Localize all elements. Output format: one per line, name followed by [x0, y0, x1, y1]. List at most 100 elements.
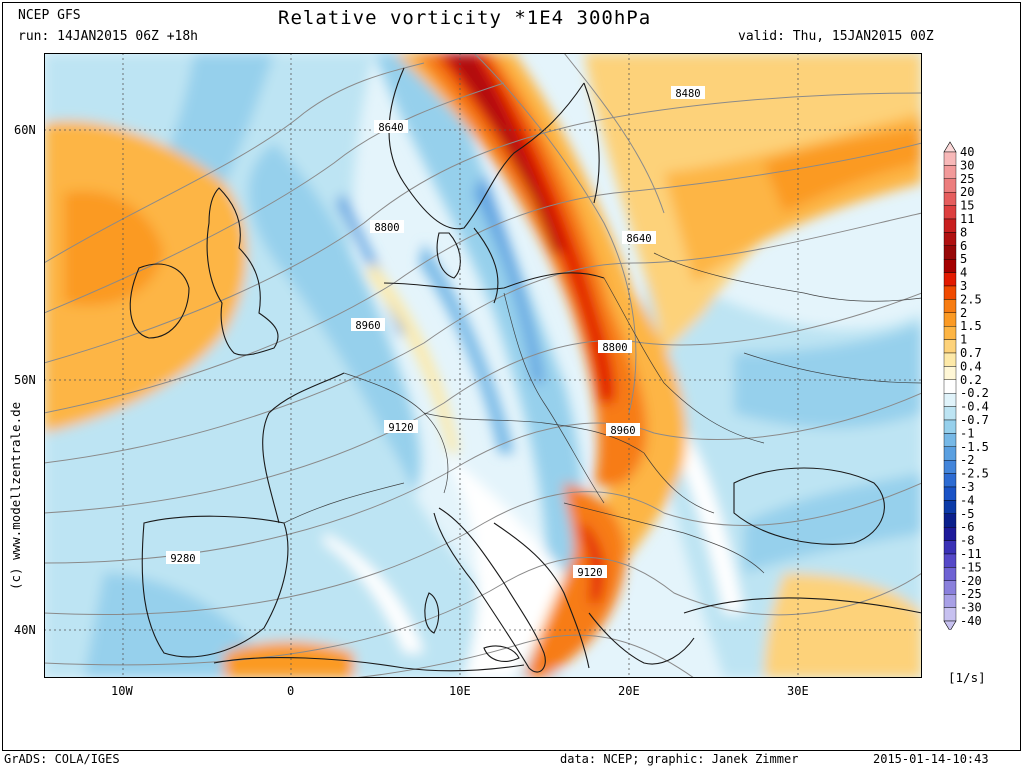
lon-label-10e: 10E — [449, 684, 471, 698]
colorbar-level-label: 11 — [960, 212, 974, 226]
colorbar-swatch — [943, 594, 957, 608]
colorbar-level-label: 25 — [960, 172, 974, 186]
colorbar-level-label: 3 — [960, 279, 967, 293]
valid-time: valid: Thu, 15JAN2015 00Z — [738, 29, 934, 44]
colorbar-level-label: 0.7 — [960, 346, 982, 360]
lat-label-60n: 60N — [14, 123, 36, 137]
colorbar-level-label: 20 — [960, 185, 974, 199]
colorbar-level-label: -1 — [960, 426, 974, 440]
colorbar-level-label: -15 — [960, 560, 982, 574]
colorbar-level-label: -4 — [960, 493, 974, 507]
lon-label-10w: 10W — [111, 684, 133, 698]
colorbar-swatch — [943, 460, 957, 474]
colorbar-level-label: 1.5 — [960, 319, 982, 333]
colorbar-swatch — [943, 192, 957, 206]
plot-frame — [2, 2, 1021, 751]
colorbar-swatch — [943, 406, 957, 421]
colorbar-level-label: 0.2 — [960, 373, 982, 387]
contour-label: 8640 — [378, 122, 403, 134]
graticule — [44, 53, 922, 678]
colorbar-level-label: 2.5 — [960, 292, 982, 306]
lat-label-50n: 50N — [14, 373, 36, 387]
lon-label-20e: 20E — [618, 684, 640, 698]
contour-label: 9120 — [577, 567, 602, 579]
colorbar-level-label: -6 — [960, 520, 974, 534]
contour-label: 9120 — [388, 422, 413, 434]
contour-label: 8960 — [610, 425, 635, 437]
colorbar-swatch — [943, 165, 957, 179]
colorbar-top-arrow — [943, 141, 957, 153]
legend-unit: [1/s] — [948, 670, 986, 685]
colorbar-swatch — [943, 205, 957, 220]
map-border — [44, 53, 922, 678]
colorbar-legend: 403025201511865432.521.510.70.40.2-0.2-0… — [943, 141, 989, 630]
contour-labels: 8480 8640 8800 8640 8960 8800 9120 8960 … — [166, 86, 705, 579]
colorbar-level-label: 6 — [960, 239, 967, 253]
colorbar-level-label: -20 — [960, 574, 982, 588]
colorbar-level-label: -3 — [960, 480, 974, 494]
lon-label-30e: 30E — [787, 684, 809, 698]
colorbar-swatch — [943, 553, 957, 568]
colorbar-swatch — [943, 178, 957, 193]
footer-credits: data: NCEP; graphic: Janek Zimmer — [560, 752, 799, 766]
colorbar-swatch — [943, 392, 957, 407]
colorbar-level-label: -11 — [960, 547, 982, 561]
colorbar-level-label: -0.2 — [960, 386, 989, 400]
colorbar-level-label: -1.5 — [960, 440, 989, 454]
colorbar-swatch — [943, 486, 957, 501]
colorbar-level-label: 2 — [960, 306, 967, 320]
coastlines — [129, 67, 922, 673]
contour-label: 8480 — [675, 88, 700, 100]
vorticity-map: 8480 8640 8800 8640 8960 8800 9120 8960 … — [44, 53, 922, 678]
chart-title: Relative vorticity *1E4 300hPa — [278, 7, 652, 29]
contour-label: 9280 — [170, 553, 195, 565]
watermark-text: (c) www.modellzentrale.de — [8, 401, 23, 590]
colorbar-swatch — [943, 258, 957, 273]
colorbar-swatch — [943, 473, 957, 488]
colorbar-level-label: 4 — [960, 266, 967, 280]
colorbar-level-label: -0.7 — [960, 413, 989, 427]
vorticity-field — [44, 53, 922, 678]
colorbar-swatch — [943, 312, 957, 327]
colorbar-level-label: 0.4 — [960, 359, 982, 373]
colorbar-swatch — [943, 607, 957, 622]
colorbar-level-label: -40 — [960, 614, 982, 628]
colorbar-level-label: -5 — [960, 507, 974, 521]
lon-label-0: 0 — [287, 684, 295, 698]
lat-label-40n: 40N — [14, 623, 36, 637]
colorbar-swatch — [943, 446, 957, 461]
colorbar-level-label: 40 — [960, 145, 974, 159]
country-borders — [283, 252, 922, 574]
colorbar-level-label: 15 — [960, 199, 974, 213]
colorbar-level-label: -0.4 — [960, 400, 989, 414]
colorbar-swatch — [943, 513, 957, 528]
contour-label: 8640 — [626, 233, 651, 245]
colorbar-swatch — [943, 352, 957, 367]
colorbar-bottom-arrow — [943, 620, 957, 630]
colorbar-swatch — [943, 366, 957, 380]
colorbar-level-label: -30 — [960, 601, 982, 615]
colorbar-swatch — [943, 232, 957, 247]
contour-label: 8960 — [355, 320, 380, 332]
colorbar-swatch — [943, 419, 957, 434]
colorbar-swatch — [943, 339, 957, 354]
colorbar-level-label: -2.5 — [960, 467, 989, 481]
contour-label: 8800 — [374, 222, 399, 234]
colorbar-swatch — [943, 567, 957, 581]
run-info: run: 14JAN2015 06Z +18h — [18, 29, 199, 44]
colorbar-level-label: 8 — [960, 225, 967, 239]
colorbar-swatch — [943, 379, 957, 394]
model-name: NCEP GFS — [18, 8, 81, 23]
colorbar-swatch — [943, 527, 957, 541]
colorbar-swatch — [943, 299, 957, 313]
colorbar-swatch — [943, 500, 957, 514]
footer-software: GrADS: COLA/IGES — [4, 752, 120, 766]
colorbar-level-label: -8 — [960, 534, 974, 548]
contour-label: 8800 — [602, 342, 627, 354]
colorbar-level-label: -2 — [960, 453, 974, 467]
colorbar-level-label: 1 — [960, 333, 967, 347]
colorbar-swatch — [943, 285, 957, 300]
colorbar-swatch — [943, 325, 957, 340]
colorbar-swatch — [943, 151, 957, 166]
colorbar-swatch — [943, 245, 957, 260]
